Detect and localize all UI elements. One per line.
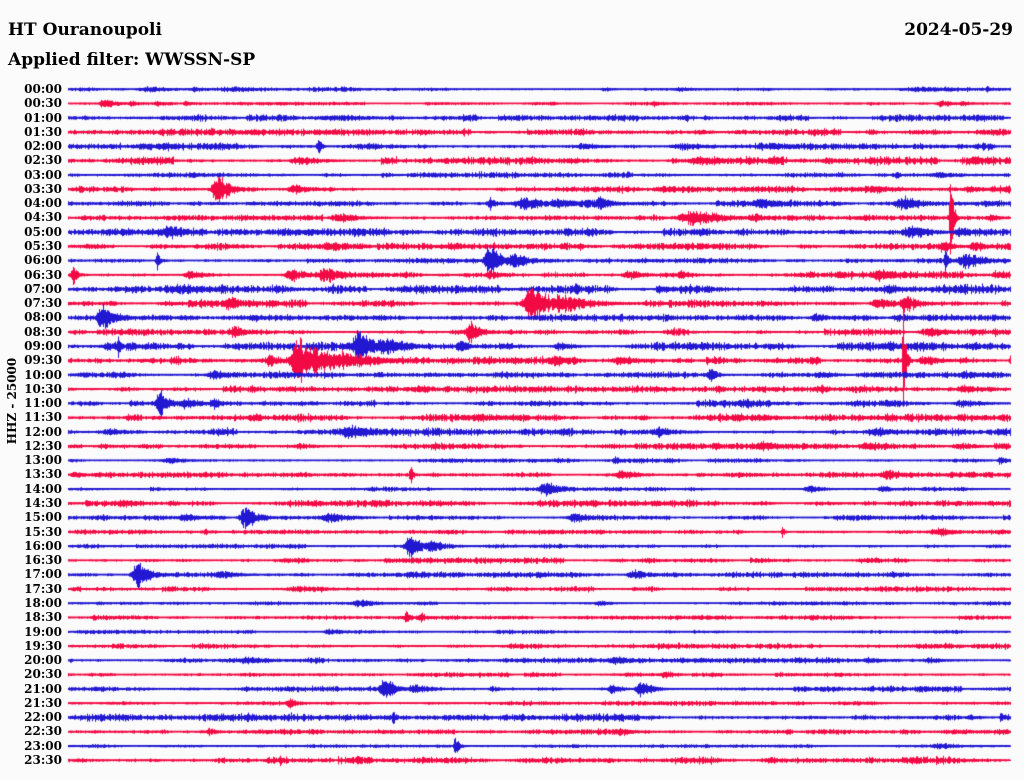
time-label: 08:30 — [24, 324, 62, 339]
time-label: 07:00 — [24, 281, 62, 296]
plot-date: 2024-05-29 — [904, 20, 1013, 40]
time-label: 03:00 — [24, 167, 62, 182]
time-label: 05:00 — [24, 224, 62, 239]
time-label-column: 00:00 00:30 01:00 01:30 02:00 02:30 03:00 03:30… — [0, 0, 66, 780]
time-label: 04:00 — [24, 196, 62, 211]
time-label: 18:30 — [24, 610, 62, 625]
time-label: 11:30 — [24, 410, 62, 425]
time-label: 20:00 — [24, 653, 62, 668]
time-label: 17:30 — [24, 581, 62, 596]
time-label: 10:00 — [24, 367, 62, 382]
time-label: 21:00 — [24, 681, 62, 696]
time-label: 13:30 — [24, 467, 62, 482]
time-label: 03:30 — [24, 181, 62, 196]
time-label: 17:00 — [24, 567, 62, 582]
filter-label: Applied filter: WWSSN-SP — [8, 50, 256, 70]
time-label: 19:00 — [24, 624, 62, 639]
station-title: HT Ouranoupoli — [8, 20, 162, 40]
time-label: 18:00 — [24, 595, 62, 610]
time-label: 00:00 — [24, 82, 62, 96]
time-label: 22:00 — [24, 710, 62, 725]
time-label: 02:00 — [24, 139, 62, 154]
time-label: 06:30 — [24, 267, 62, 282]
time-label: 20:30 — [24, 667, 62, 682]
time-label: 16:30 — [24, 553, 62, 568]
time-label: 19:30 — [24, 638, 62, 653]
time-label: 07:30 — [24, 296, 62, 311]
time-label: 00:30 — [24, 96, 62, 111]
time-label: 13:00 — [24, 453, 62, 468]
time-label: 09:00 — [24, 338, 62, 353]
time-label: 22:30 — [24, 724, 62, 739]
time-label: 16:00 — [24, 538, 62, 553]
time-label: 23:00 — [24, 738, 62, 753]
time-label: 12:00 — [24, 424, 62, 439]
time-label: 10:30 — [24, 381, 62, 396]
time-label: 21:30 — [24, 695, 62, 710]
time-label: 23:30 — [24, 753, 62, 768]
time-label: 02:30 — [24, 153, 62, 168]
time-label: 01:00 — [24, 110, 62, 125]
time-label: 04:30 — [24, 210, 62, 225]
time-label: 14:00 — [24, 481, 62, 496]
time-label: 15:30 — [24, 524, 62, 539]
time-label: 09:30 — [24, 353, 62, 368]
time-label: 05:30 — [24, 239, 62, 254]
time-label: 06:00 — [24, 253, 62, 268]
time-label: 15:00 — [24, 510, 62, 525]
time-label: 12:30 — [24, 438, 62, 453]
time-label: 14:30 — [24, 496, 62, 511]
time-label: 01:30 — [24, 124, 62, 139]
time-label: 11:00 — [24, 396, 62, 411]
time-label: 08:00 — [24, 310, 62, 325]
